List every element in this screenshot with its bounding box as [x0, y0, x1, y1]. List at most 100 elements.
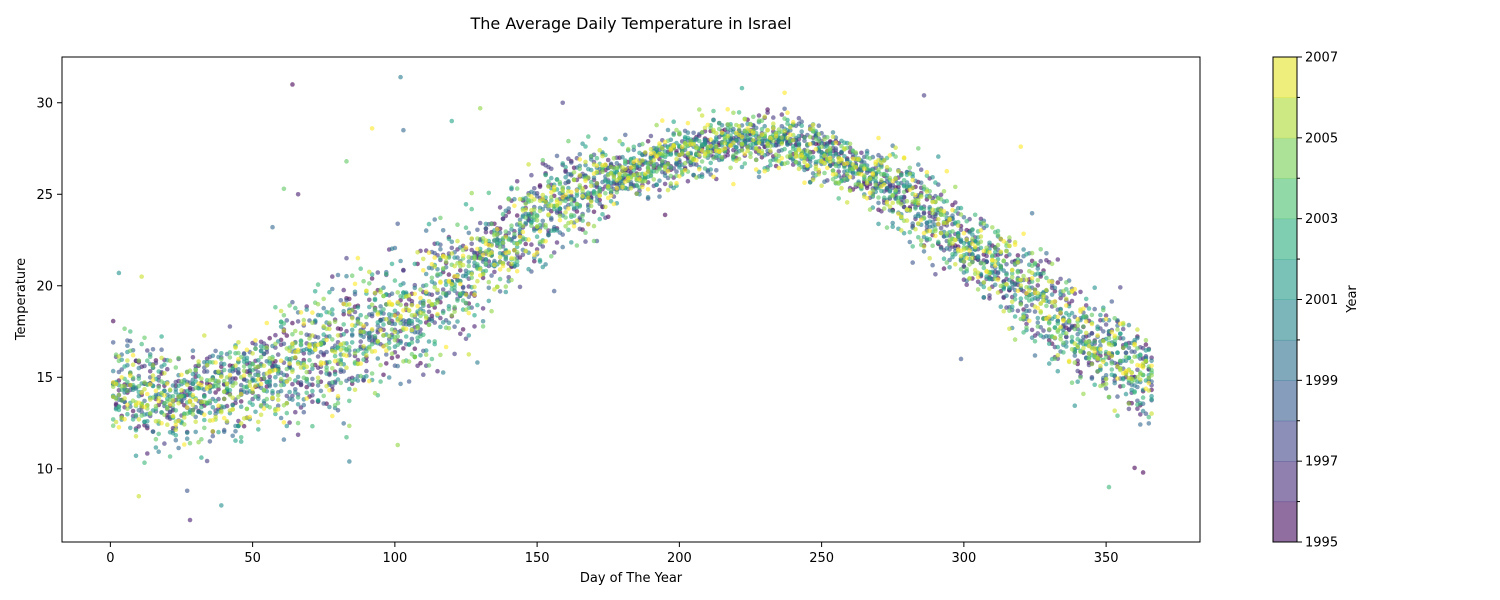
- data-point: [415, 329, 420, 335]
- data-point: [398, 381, 403, 387]
- data-point: [1041, 298, 1046, 304]
- data-point: [588, 179, 594, 185]
- data-point: [162, 412, 167, 418]
- data-point: [580, 218, 585, 223]
- data-point: [432, 339, 438, 344]
- data-point: [165, 366, 170, 372]
- data-point: [298, 365, 304, 370]
- data-point: [1103, 373, 1109, 378]
- data-point: [847, 188, 853, 193]
- data-point: [392, 321, 398, 327]
- data-point: [330, 366, 335, 371]
- data-point: [281, 313, 287, 318]
- data-point: [489, 273, 494, 278]
- data-point: [634, 191, 639, 197]
- data-point: [1021, 314, 1026, 320]
- data-point: [1083, 314, 1089, 319]
- data-point: [497, 267, 503, 272]
- data-point: [401, 268, 406, 273]
- data-point: [463, 245, 469, 250]
- data-point: [1095, 333, 1100, 338]
- data-point: [344, 255, 349, 261]
- data-point: [862, 166, 867, 171]
- data-point: [734, 151, 739, 156]
- data-point: [981, 284, 987, 290]
- data-point: [290, 320, 295, 326]
- data-point: [395, 363, 401, 369]
- data-point: [349, 322, 355, 328]
- data-point: [193, 367, 198, 373]
- data-point: [335, 393, 341, 399]
- data-point: [995, 270, 1001, 275]
- data-point: [734, 158, 739, 164]
- data-point: [1061, 288, 1066, 294]
- data-point: [255, 364, 261, 369]
- data-point: [258, 354, 264, 360]
- data-point: [1149, 411, 1154, 416]
- data-point: [321, 305, 327, 311]
- data-point: [466, 333, 472, 338]
- data-point: [221, 389, 227, 394]
- data-point: [213, 414, 218, 420]
- data-point: [330, 274, 335, 279]
- data-point: [691, 142, 696, 147]
- data-point: [290, 82, 295, 87]
- data-point: [648, 133, 654, 139]
- data-point: [310, 333, 315, 338]
- data-point: [685, 130, 691, 135]
- data-point: [156, 369, 161, 374]
- data-point: [813, 146, 819, 152]
- data-point: [187, 440, 193, 446]
- data-point: [694, 175, 699, 180]
- data-point: [378, 379, 383, 384]
- data-point: [1109, 299, 1115, 304]
- data-point: [347, 309, 352, 315]
- data-point: [176, 418, 181, 424]
- data-point: [440, 291, 446, 296]
- data-point: [594, 155, 600, 161]
- data-point: [1064, 331, 1069, 336]
- data-point: [1149, 363, 1154, 369]
- data-point: [130, 362, 136, 368]
- data-point: [1129, 370, 1134, 376]
- data-point: [236, 367, 241, 372]
- x-tick-label: 0: [106, 551, 114, 566]
- data-point: [1146, 380, 1152, 386]
- data-point: [551, 224, 557, 230]
- data-point: [588, 183, 594, 189]
- colorbar-segment: [1273, 97, 1297, 139]
- data-point: [543, 239, 548, 244]
- data-point: [682, 140, 688, 146]
- data-point: [1112, 333, 1117, 339]
- data-point: [1066, 358, 1072, 364]
- data-point: [688, 155, 693, 160]
- data-point: [893, 187, 898, 193]
- data-point: [566, 227, 571, 233]
- data-point: [859, 172, 864, 177]
- data-point: [341, 301, 347, 307]
- data-point: [822, 179, 827, 184]
- data-point: [173, 437, 179, 443]
- data-point: [603, 190, 608, 196]
- data-point: [978, 228, 984, 233]
- data-point: [381, 293, 386, 299]
- data-point: [110, 423, 116, 429]
- data-point: [924, 169, 930, 175]
- data-point: [975, 274, 981, 280]
- data-point: [711, 127, 716, 133]
- data-point: [355, 348, 361, 353]
- data-point: [1001, 308, 1006, 314]
- data-point: [293, 305, 298, 311]
- data-point: [426, 221, 432, 227]
- data-point: [264, 320, 270, 326]
- data-point: [475, 246, 480, 252]
- data-point: [614, 185, 620, 191]
- colorbar: [1272, 56, 1298, 543]
- data-point: [233, 363, 238, 368]
- data-point: [290, 341, 295, 346]
- data-point: [958, 356, 964, 362]
- data-point: [486, 298, 492, 304]
- data-point: [364, 349, 369, 354]
- data-point: [526, 162, 531, 167]
- data-point: [603, 162, 608, 167]
